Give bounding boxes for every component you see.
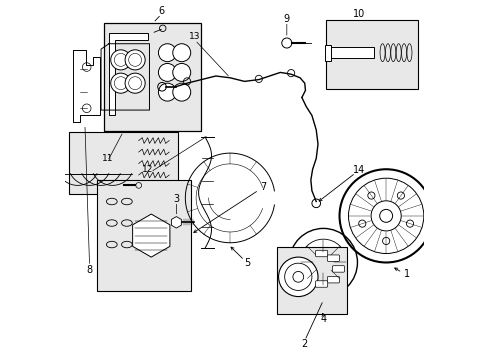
Text: 5: 5 <box>244 258 250 268</box>
Text: 12: 12 <box>142 165 153 174</box>
Circle shape <box>284 263 311 291</box>
Text: 6: 6 <box>158 6 164 17</box>
Circle shape <box>172 83 190 101</box>
Bar <box>69 132 178 194</box>
Text: 11: 11 <box>102 154 113 163</box>
Text: 7: 7 <box>260 182 266 192</box>
Text: 14: 14 <box>352 165 365 175</box>
FancyBboxPatch shape <box>332 266 344 272</box>
Text: 8: 8 <box>86 265 92 275</box>
Circle shape <box>125 50 145 70</box>
FancyBboxPatch shape <box>315 250 327 257</box>
Text: 3: 3 <box>173 194 179 204</box>
FancyBboxPatch shape <box>315 281 327 287</box>
Text: 2: 2 <box>301 339 307 349</box>
Circle shape <box>158 83 176 101</box>
Circle shape <box>172 63 190 81</box>
Polygon shape <box>132 214 169 257</box>
Circle shape <box>158 44 176 62</box>
Circle shape <box>125 73 145 93</box>
Text: 9: 9 <box>283 14 289 24</box>
Circle shape <box>278 257 317 297</box>
Polygon shape <box>324 45 330 60</box>
Bar <box>325 21 417 89</box>
Bar <box>97 180 190 291</box>
Text: 1: 1 <box>403 269 409 279</box>
Circle shape <box>110 50 131 70</box>
Polygon shape <box>330 47 373 58</box>
Polygon shape <box>109 33 147 116</box>
Circle shape <box>158 63 176 81</box>
Text: 13: 13 <box>189 32 201 41</box>
Circle shape <box>110 73 131 93</box>
Text: 4: 4 <box>320 314 326 324</box>
Bar <box>277 247 346 314</box>
Circle shape <box>172 44 190 62</box>
FancyBboxPatch shape <box>326 276 339 283</box>
Bar <box>104 23 201 131</box>
Text: 10: 10 <box>352 9 365 19</box>
FancyBboxPatch shape <box>326 255 339 261</box>
